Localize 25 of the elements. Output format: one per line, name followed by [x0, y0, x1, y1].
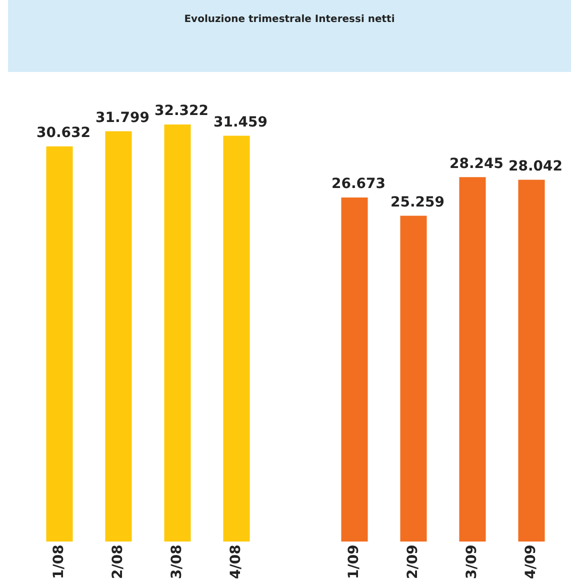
- x-tick-label: 2/09: [405, 544, 422, 580]
- x-tick-label: 3/09: [464, 544, 480, 580]
- data-label: 28.245: [449, 156, 504, 172]
- chart-title: Evoluzione trimestrale Interessi netti: [8, 0, 571, 72]
- bar: [459, 177, 486, 542]
- data-label: 32.322: [154, 103, 209, 120]
- x-tick-label: 1/08: [51, 544, 68, 580]
- x-tick-label: 4/09: [523, 544, 540, 580]
- bar: [223, 136, 250, 542]
- data-label: 31.799: [95, 110, 150, 126]
- x-tick-label: 1/09: [346, 544, 362, 580]
- x-tick-label: 2/08: [110, 544, 126, 580]
- data-label: 31.459: [213, 114, 268, 130]
- x-tick-label: 3/08: [169, 544, 186, 580]
- bar: [164, 124, 191, 542]
- data-label: 25.259: [390, 194, 445, 210]
- data-label: 28.042: [508, 158, 563, 174]
- bar: [46, 146, 73, 542]
- bar: [518, 180, 545, 542]
- data-label: 30.632: [36, 125, 91, 142]
- bar: [105, 131, 132, 542]
- bar: [400, 216, 427, 542]
- x-tick-label: 4/08: [228, 544, 244, 580]
- bar: [341, 197, 368, 542]
- data-label: 26.673: [331, 176, 386, 192]
